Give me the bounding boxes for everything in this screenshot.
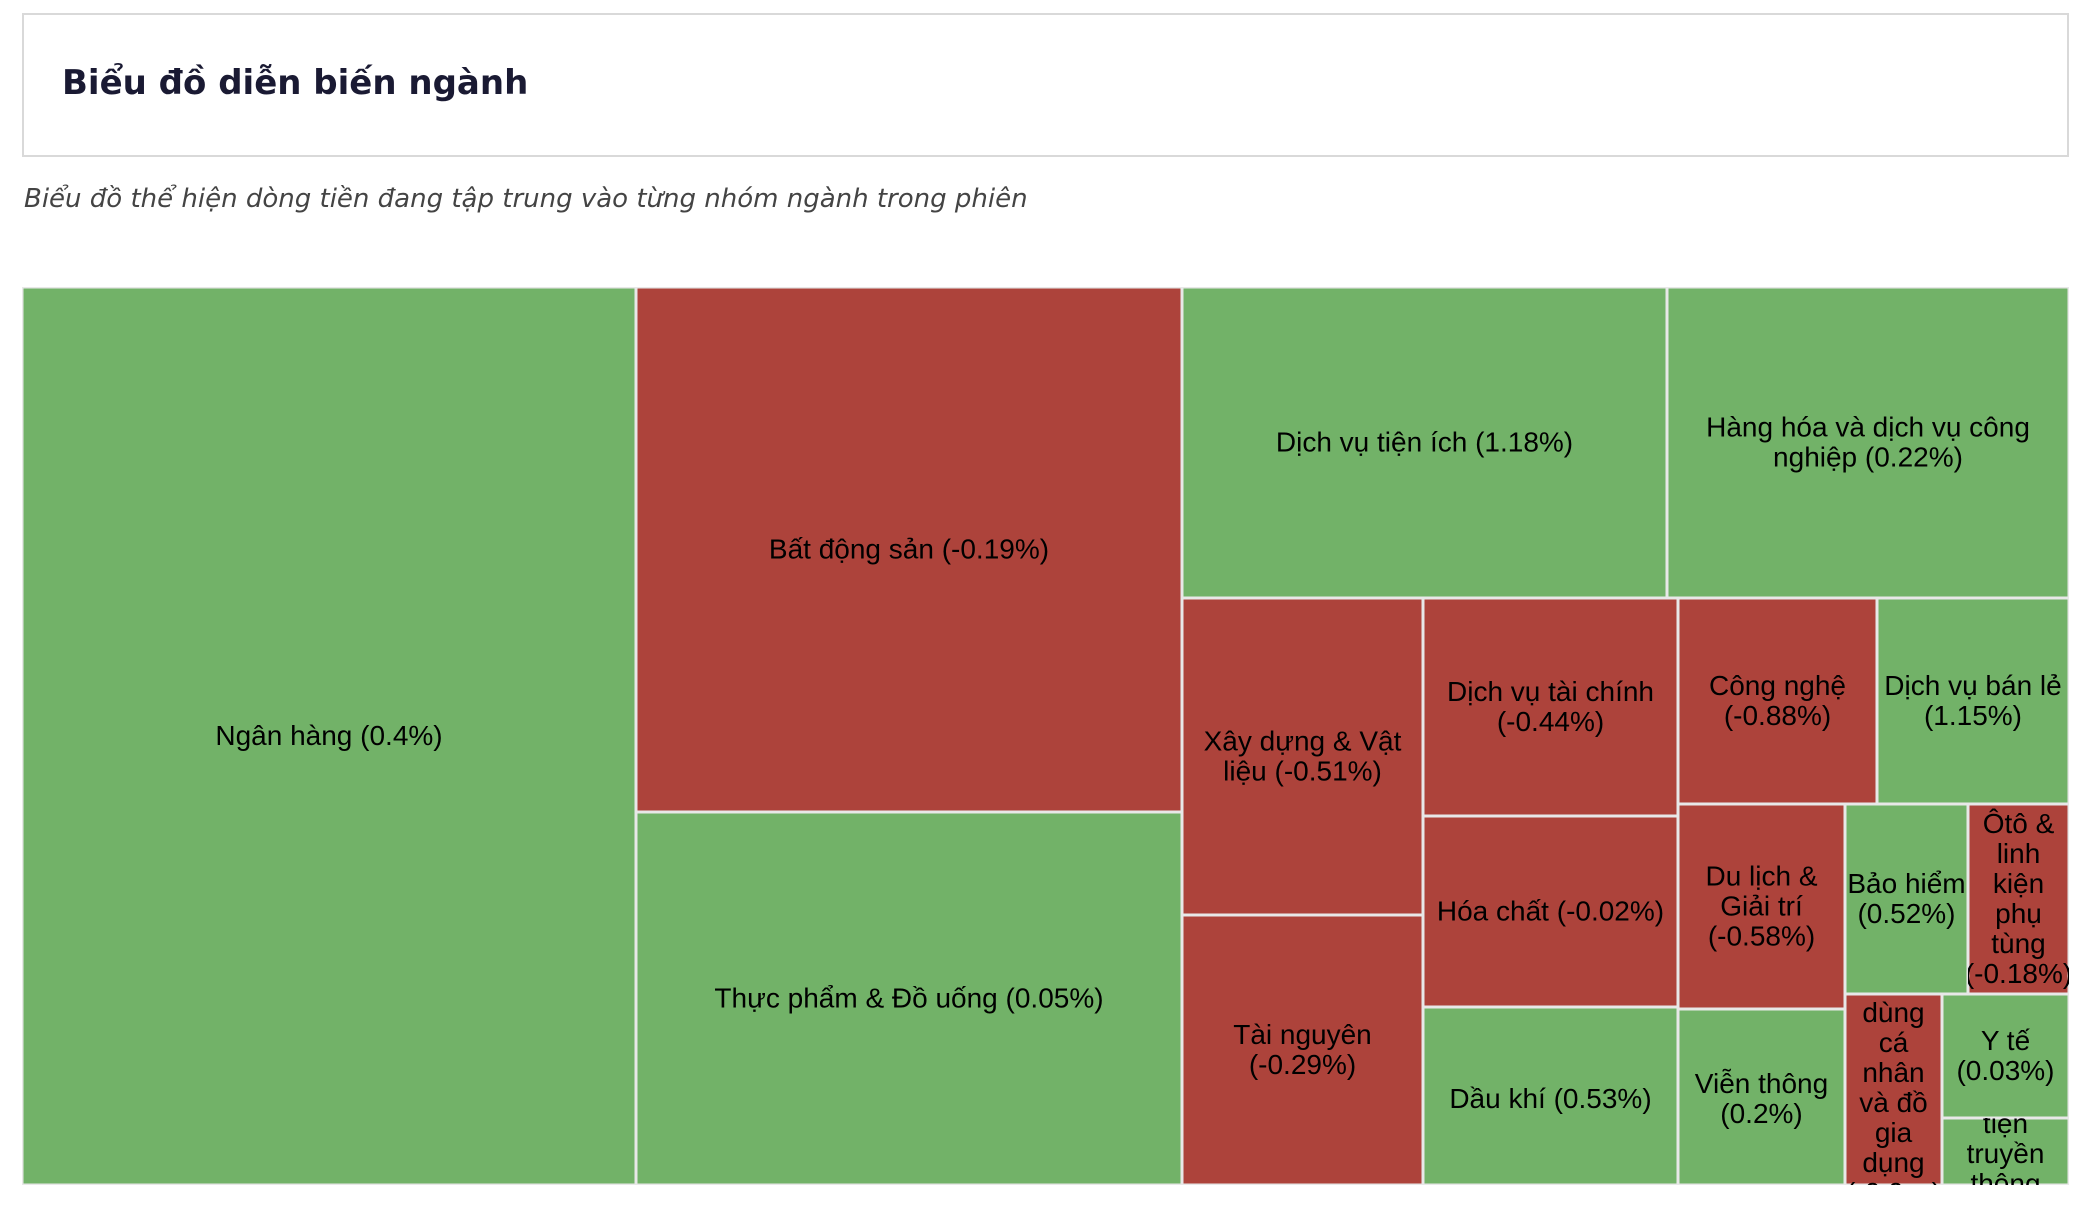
chart-subtitle: Biểu đồ thể hiện dòng tiền đang tập trun… <box>24 184 1028 214</box>
tile-label-bat-dong-san: Bất động sản (-0.19%) <box>769 534 1049 565</box>
tile-label-hoa-chat: Hóa chất (-0.02%) <box>1437 896 1664 927</box>
tile-vien-thong[interactable]: Viễn thông (0.2%) <box>1676 1007 1847 1185</box>
sector-treemap: Ngân hàng (0.4%) Bất động sản (-0.19%) Thự… <box>22 287 2069 1185</box>
tile-thuc-pham-do-uong[interactable]: Thực phẩm & Đồ uống (0.05%) <box>634 810 1184 1185</box>
tile-truyen-thong[interactable]: tiện truyền thông <box>1940 1108 2069 1185</box>
tile-ngan-hang[interactable]: Ngân hàng (0.4%) <box>22 287 638 1185</box>
tile-rect-y-te <box>1940 992 2069 1120</box>
tile-dich-vu-tai-chinh[interactable]: Dịch vụ tài chính (-0.44%) <box>1421 596 1680 818</box>
tile-hoa-chat[interactable]: Hóa chất (-0.02%) <box>1421 814 1680 1009</box>
tile-rect-dich-vu-tai-chinh <box>1421 596 1680 818</box>
tile-label-y-te: Y tế (0.03%) <box>1956 1025 2054 1086</box>
tile-label-dau-khi: Dầu khí (0.53%) <box>1449 1083 1651 1114</box>
tile-bao-hiem[interactable]: Bảo hiểm (0.52%) <box>1843 802 1970 996</box>
tile-rect-du-lich-giai-tri <box>1676 802 1847 1011</box>
tile-rect-hoa-chat <box>1421 814 1680 1009</box>
tile-label-xay-dung-vat-lieu: Xây dựng & Vật liệu (-0.51%) <box>1204 726 1402 787</box>
tile-rect-tai-nguyen <box>1180 913 1425 1185</box>
tile-cong-nghe[interactable]: Công nghệ (-0.88%) <box>1676 596 1879 806</box>
tile-rect-truyen-thong <box>1940 1116 2069 1185</box>
tile-rect-bat-dong-san <box>634 287 1184 814</box>
tile-y-te[interactable]: Y tế (0.03%) <box>1940 992 2069 1120</box>
tile-rect-hang-hoa-va-dich-vu-cong-nghiep <box>1665 287 2069 600</box>
tile-label-hang-hoa-va-dich-vu-cong-nghiep: Hàng hóa và dịch vụ công nghiệp (0.22%) <box>1706 412 2030 473</box>
tile-tai-nguyen[interactable]: Tài nguyên (-0.29%) <box>1180 913 1425 1185</box>
tile-oto-linh-kien-phu-tung[interactable]: Ôtô & linh kiện phụ tùng (-0.18%) <box>1965 802 2069 996</box>
tile-label-thuc-pham-do-uong: Thực phẩm & Đồ uống (0.05%) <box>714 983 1103 1014</box>
header-panel: Biểu đồ diễn biến ngành <box>22 13 2069 157</box>
tile-rect-dau-khi <box>1421 1005 1680 1185</box>
tile-rect-vien-thong <box>1676 1007 1847 1185</box>
page-title: Biểu đồ diễn biến ngành <box>62 63 529 103</box>
tile-label-vien-thong: Viễn thông (0.2%) <box>1695 1068 1828 1129</box>
tile-rect-ngan-hang <box>22 287 638 1185</box>
tile-label-cong-nghe: Công nghệ (-0.88%) <box>1709 670 1846 731</box>
tile-dau-khi[interactable]: Dầu khí (0.53%) <box>1421 1005 1680 1185</box>
tile-label-dich-vu-ban-le: Dịch vụ bán lẻ (1.15%) <box>1884 670 2061 731</box>
tile-hang-hoa-va-dich-vu-cong-nghiep[interactable]: Hàng hóa và dịch vụ công nghiệp (0.22%) <box>1665 287 2069 600</box>
tile-label-du-lich-giai-tri: Du lịch & Giải trí (-0.58%) <box>1705 861 1817 952</box>
tile-label-bao-hiem: Bảo hiểm (0.52%) <box>1847 868 1965 929</box>
tile-label-oto-linh-kien-phu-tung: Ôtô & linh kiện phụ tùng (-0.18%) <box>1965 808 2069 989</box>
tile-dich-vu-ban-le[interactable]: Dịch vụ bán lẻ (1.15%) <box>1875 596 2069 806</box>
tile-label-dich-vu-tai-chinh: Dịch vụ tài chính (-0.44%) <box>1447 676 1654 737</box>
tile-rect-dich-vu-tien-ich <box>1180 287 1669 600</box>
tile-rect-xay-dung-vat-lieu <box>1180 596 1425 917</box>
tile-label-tai-nguyen: Tài nguyên (-0.29%) <box>1233 1019 1372 1080</box>
tile-xay-dung-vat-lieu[interactable]: Xây dựng & Vật liệu (-0.51%) <box>1180 596 1425 917</box>
tile-label-ngan-hang: Ngân hàng (0.4%) <box>215 720 442 751</box>
tile-rect-thuc-pham-do-uong <box>634 810 1184 1185</box>
tile-rect-hang-tieu-dung-ca-nhan-va-do-gia-dung <box>1843 992 1944 1185</box>
tile-bat-dong-san[interactable]: Bất động sản (-0.19%) <box>634 287 1184 814</box>
tile-du-lich-giai-tri[interactable]: Du lịch & Giải trí (-0.58%) <box>1676 802 1847 1011</box>
tile-dich-vu-tien-ich[interactable]: Dịch vụ tiện ích (1.18%) <box>1180 287 1669 600</box>
tile-label-truyen-thong: tiện truyền thông <box>1967 1108 2045 1185</box>
tile-label-dich-vu-tien-ich: Dịch vụ tiện ích (1.18%) <box>1276 427 1573 458</box>
